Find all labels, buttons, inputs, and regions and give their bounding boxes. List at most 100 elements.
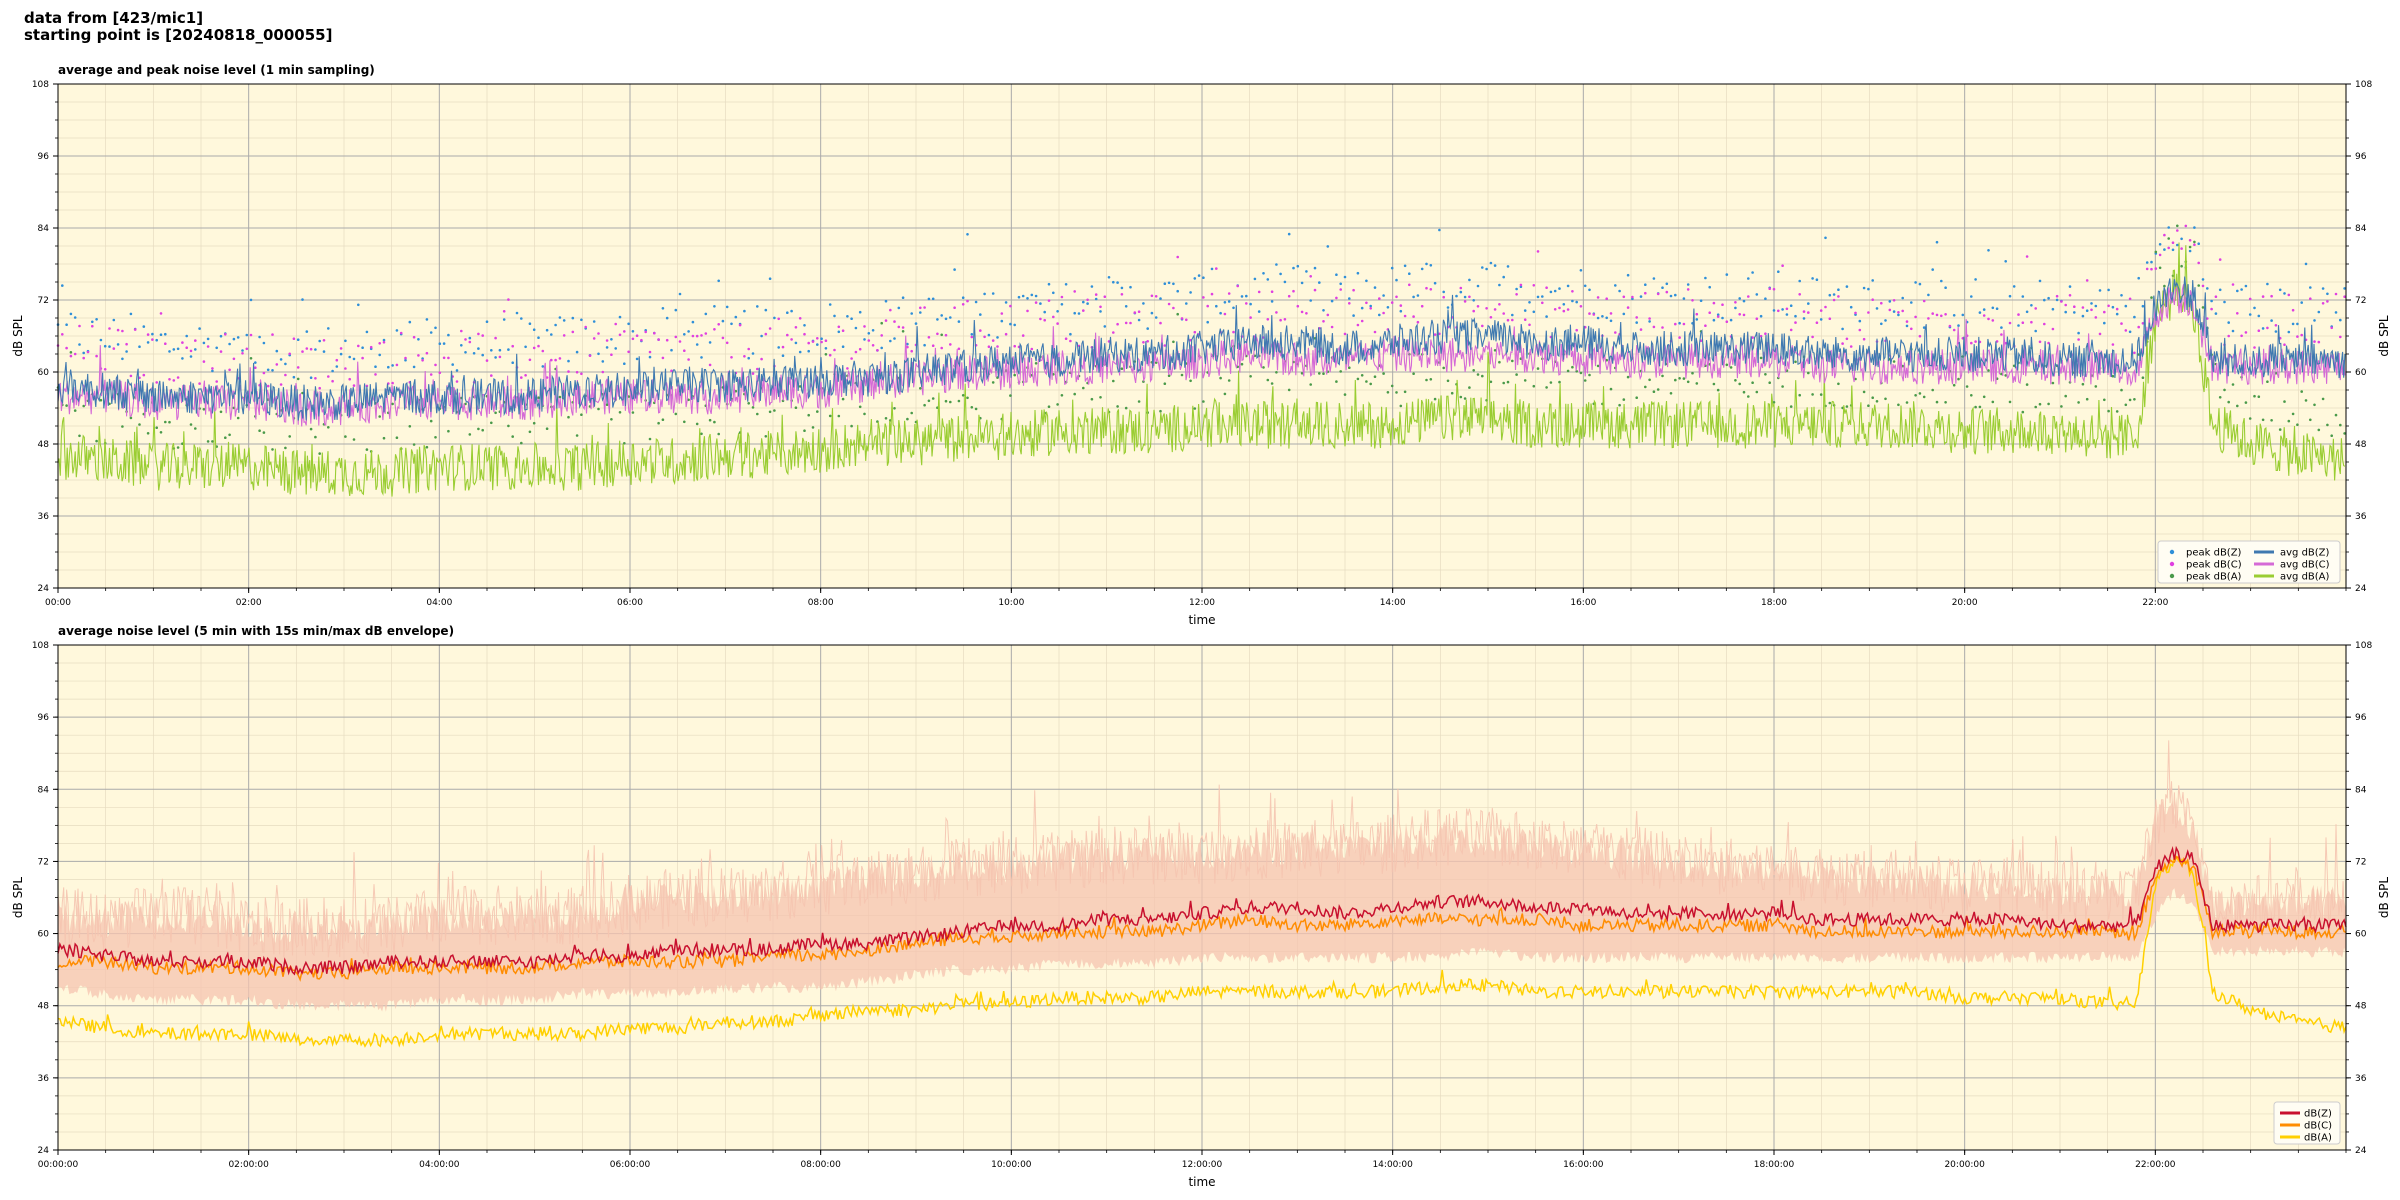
peak-dba-point <box>1433 397 1437 401</box>
peak-dbz-point <box>2167 226 2170 229</box>
peak-dbc-point <box>1275 311 1278 314</box>
peak-dbz-point <box>1729 318 1733 322</box>
peak-dba-point <box>1318 372 1321 375</box>
peak-dba-point <box>1807 371 1810 375</box>
peak-dbc-point <box>597 332 600 335</box>
peak-dbz-point <box>1172 282 1175 286</box>
peak-dbc-point <box>1721 303 1724 307</box>
peak-dba-point <box>1459 395 1463 399</box>
peak-dbc-point <box>69 354 73 358</box>
peak-dbz-point <box>82 351 85 355</box>
peak-dbz-point <box>1352 314 1355 317</box>
peak-dba-point <box>683 420 686 424</box>
peak-dbc-point <box>2321 302 2325 305</box>
peak-dbz-point <box>944 317 948 321</box>
peak-dba-point <box>2094 385 2098 388</box>
peak-dbz-point <box>2171 248 2175 252</box>
peak-dbz-point <box>271 369 274 372</box>
peak-dba-point <box>974 407 978 411</box>
peak-dba-point <box>520 441 523 445</box>
peak-dba-point <box>1583 379 1587 382</box>
y-axis-label-left: dB SPL <box>11 877 25 919</box>
peak-dbz-point <box>352 357 356 361</box>
peak-dbc-point <box>1043 318 1046 322</box>
peak-dbz-point <box>1219 311 1222 315</box>
peak-dba-point <box>318 452 322 455</box>
peak-dbc-point <box>361 356 364 360</box>
peak-dba-point <box>1446 379 1450 383</box>
y-tick-label-left: 24 <box>38 584 50 594</box>
peak-dbc-point <box>2248 297 2252 301</box>
header-source-line: data from [423/mic1] <box>24 9 204 27</box>
peak-dbz-point <box>1635 321 1638 324</box>
peak-dbz-point <box>1686 283 1690 286</box>
peak-dba-point <box>95 439 98 443</box>
legend-marker <box>2169 561 2175 567</box>
peak-dbz-point <box>159 333 163 337</box>
peak-dbz-point <box>2214 312 2218 315</box>
peak-dba-point <box>2321 397 2325 401</box>
peak-dbc-point <box>442 356 446 360</box>
peak-dbc-point <box>133 328 137 331</box>
peak-dbz-point <box>301 298 304 301</box>
peak-dba-point <box>2025 383 2029 386</box>
peak-dbz-point <box>1386 306 1390 309</box>
peak-dbc-point <box>610 353 613 357</box>
peak-dbc-point <box>1223 312 1227 316</box>
peak-dbc-point <box>1768 287 1771 291</box>
legend-box <box>2157 540 2341 584</box>
peak-dbc-point <box>1172 306 1175 310</box>
peak-dbz-point <box>1283 280 1287 284</box>
peak-dbz-point <box>1215 304 1218 308</box>
peak-dbc-point <box>1910 327 1913 331</box>
peak-points <box>56 224 2346 455</box>
x-tick-label: 00:00 <box>45 598 71 608</box>
peak-dbc-point <box>1112 331 1115 334</box>
peak-dba-point <box>618 411 622 414</box>
peak-dbc-point <box>691 334 695 338</box>
peak-dbc-point <box>348 377 352 381</box>
peak-dbz-point <box>421 357 424 360</box>
peak-dba-point <box>923 403 926 407</box>
peak-dbc-point <box>2030 320 2033 324</box>
peak-dbc-point <box>820 340 823 344</box>
peak-dbz-point <box>1631 297 1634 301</box>
peak-dbz-point <box>1322 309 1325 312</box>
peak-dbc-point <box>2176 229 2179 232</box>
peak-dbz-point <box>2047 296 2050 300</box>
peak-dbz-point <box>1549 290 1553 294</box>
peak-dba-point <box>2064 394 2067 398</box>
x-tick-label: 14:00:00 <box>1372 1160 1413 1170</box>
peak-dbc-point <box>181 341 184 344</box>
peak-dbc-point <box>751 372 755 375</box>
peak-dbz-point <box>2025 310 2029 314</box>
peak-dbc-point <box>309 347 313 351</box>
peak-dbc-point <box>1227 292 1231 295</box>
peak-dbz-point <box>1077 312 1081 315</box>
peak-dbc-point <box>520 376 523 379</box>
peak-dbz-point <box>2236 289 2239 293</box>
peak-dbz-point <box>1545 315 1548 318</box>
peak-dbc-point <box>78 324 81 328</box>
peak-dbc-point <box>2158 253 2162 257</box>
peak-dbz-point <box>2317 310 2321 314</box>
peak-dbc-point <box>1819 309 1823 312</box>
legend-label: peak dB(Z) <box>2186 548 2242 559</box>
peak-dba-point <box>756 412 759 416</box>
peak-dba-point <box>236 416 240 420</box>
peak-dbz-point <box>2038 279 2042 283</box>
peak-dbc-point <box>271 333 274 336</box>
peak-dbc-point <box>1772 287 1776 291</box>
peak-dbc-point <box>1854 311 1857 315</box>
peak-dbc-point <box>1270 290 1274 294</box>
peak-dbc-point <box>1991 319 1995 322</box>
peak-dbz-point <box>2304 262 2308 266</box>
peak-dbc-point <box>1245 302 1248 305</box>
peak-dbc-point <box>455 380 459 383</box>
peak-dbc-point <box>502 310 506 313</box>
peak-dbz-point <box>1318 281 1321 284</box>
peak-dbc-point <box>2261 295 2265 298</box>
peak-dbz-point <box>2090 302 2093 305</box>
peak-dbz-point <box>279 358 283 361</box>
peak-dbc-point <box>1982 314 1986 317</box>
